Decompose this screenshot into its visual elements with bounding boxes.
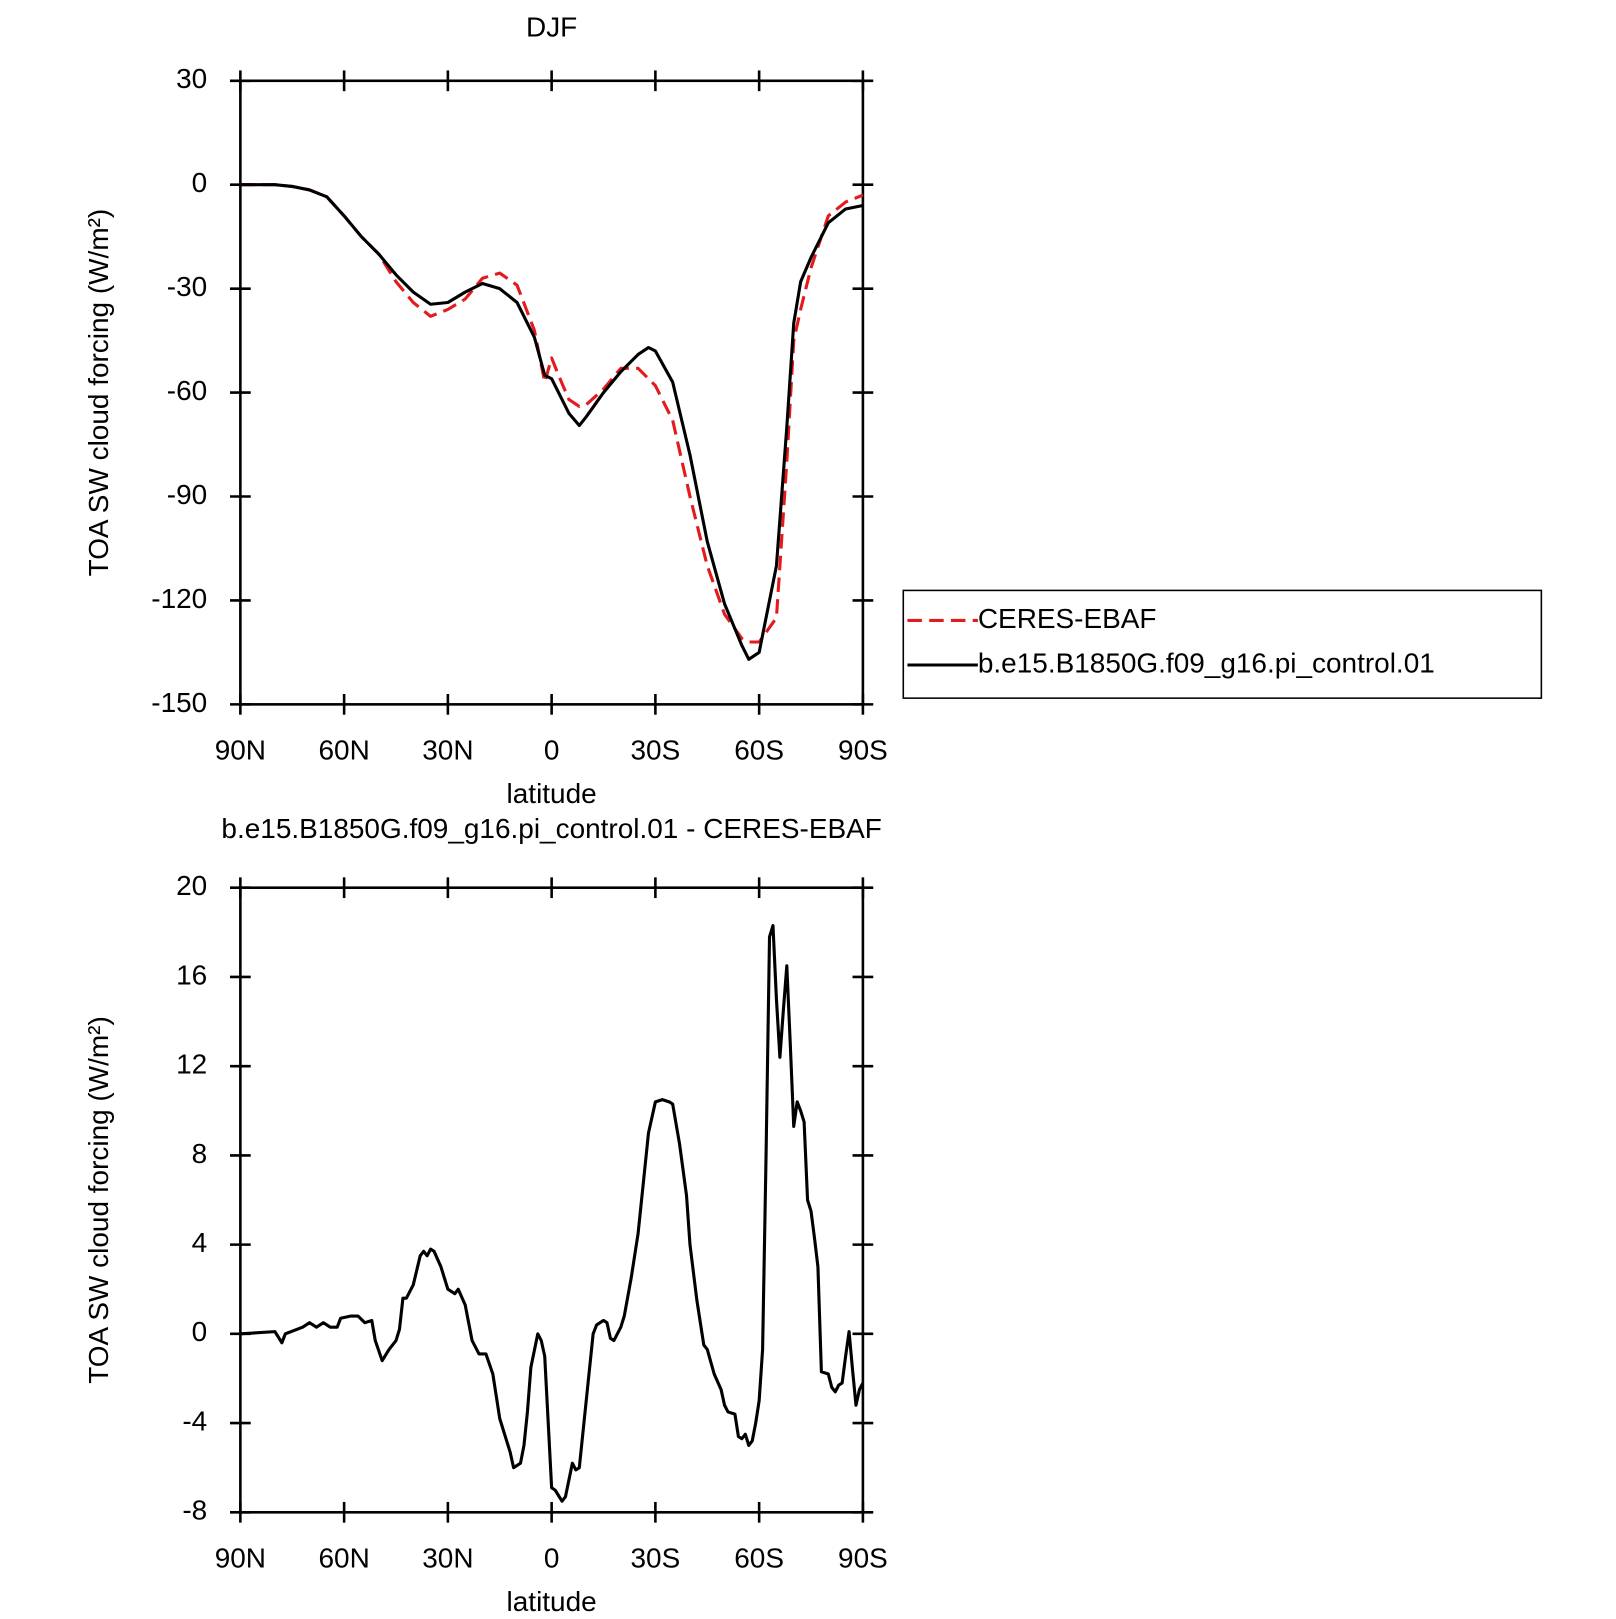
x-tick-label: 60N: [318, 734, 369, 765]
legend-label: CERES-EBAF: [978, 603, 1157, 634]
y-tick-label: 20: [176, 870, 207, 901]
y-tick-label: 4: [192, 1227, 208, 1258]
x-axis-label: latitude: [507, 778, 597, 809]
x-tick-label: 30S: [631, 734, 681, 765]
y-tick-label: -8: [182, 1495, 207, 1526]
data-line: [240, 183, 864, 644]
data-line: [240, 183, 864, 661]
data-line: [240, 924, 865, 1503]
y-tick-label: -90: [167, 479, 207, 510]
legend-label: b.e15.B1850G.f09_g16.pi_control.01: [978, 647, 1435, 678]
y-tick-label: -4: [182, 1405, 207, 1436]
y-tick-label: -30: [167, 271, 207, 302]
x-tick-label: 90N: [215, 1542, 266, 1573]
x-tick-label: 30S: [631, 1542, 681, 1573]
y-tick-label: 8: [192, 1138, 208, 1169]
x-axis-label: latitude: [507, 1586, 597, 1617]
y-tick-label: 12: [176, 1049, 207, 1080]
chart-title: b.e15.B1850G.f09_g16.pi_control.01 - CER…: [221, 813, 881, 844]
y-axis-label: TOA SW cloud forcing (W/m²): [83, 1016, 114, 1384]
y-axis-label: TOA SW cloud forcing (W/m²): [83, 209, 114, 577]
x-tick-label: 60S: [734, 734, 784, 765]
chart-title: DJF: [526, 11, 577, 42]
plot-frame: [239, 79, 865, 706]
x-tick-label: 30N: [422, 734, 473, 765]
y-tick-label: -150: [151, 687, 207, 718]
x-tick-label: 60S: [734, 1542, 784, 1573]
y-tick-label: 0: [192, 1316, 208, 1347]
x-tick-label: 90S: [838, 1542, 888, 1573]
x-tick-label: 0: [544, 1542, 560, 1573]
y-tick-label: 0: [192, 167, 208, 198]
y-tick-label: -120: [151, 583, 207, 614]
x-tick-label: 0: [544, 734, 560, 765]
x-tick-label: 90N: [215, 734, 266, 765]
y-tick-label: 16: [176, 959, 207, 990]
y-tick-label: 30: [176, 63, 207, 94]
x-tick-label: 30N: [422, 1542, 473, 1573]
legend-box: [902, 589, 1543, 699]
y-tick-label: -60: [167, 375, 207, 406]
x-tick-label: 60N: [318, 1542, 369, 1573]
x-tick-label: 90S: [838, 734, 888, 765]
